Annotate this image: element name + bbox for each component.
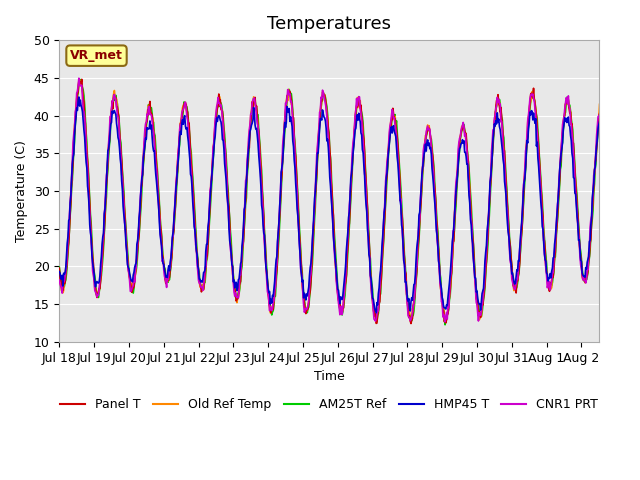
Text: VR_met: VR_met [70,49,123,62]
Y-axis label: Temperature (C): Temperature (C) [15,140,28,242]
Legend: Panel T, Old Ref Temp, AM25T Ref, HMP45 T, CNR1 PRT: Panel T, Old Ref Temp, AM25T Ref, HMP45 … [55,394,604,417]
X-axis label: Time: Time [314,370,344,383]
Title: Temperatures: Temperatures [267,15,391,33]
